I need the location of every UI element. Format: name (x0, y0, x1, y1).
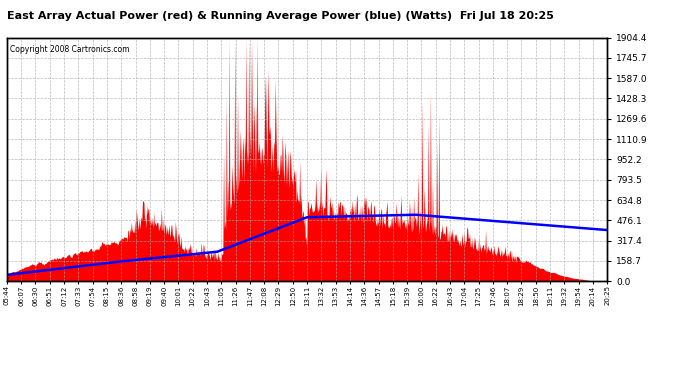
Text: East Array Actual Power (red) & Running Average Power (blue) (Watts)  Fri Jul 18: East Array Actual Power (red) & Running … (7, 11, 554, 21)
Text: Copyright 2008 Cartronics.com: Copyright 2008 Cartronics.com (10, 45, 130, 54)
